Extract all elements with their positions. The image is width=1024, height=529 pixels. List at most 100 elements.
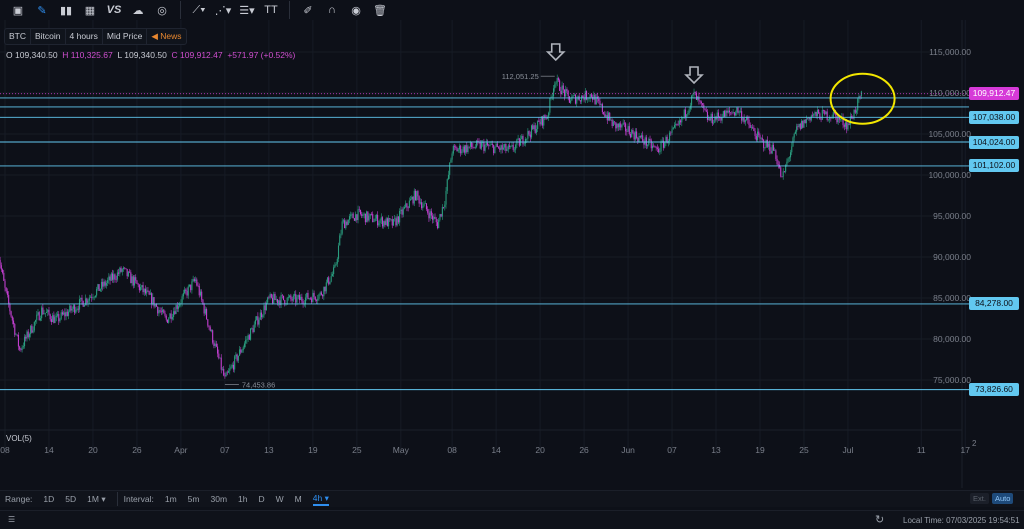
candle-body xyxy=(651,145,654,149)
eye-icon[interactable]: ◉ xyxy=(351,4,361,17)
candle-body xyxy=(769,143,771,152)
candle-body xyxy=(223,369,225,376)
candles-icon[interactable]: ▮▮ xyxy=(59,4,73,17)
interval-1h[interactable]: 1h xyxy=(238,494,248,504)
apps-icon[interactable]: ▦ xyxy=(84,4,96,17)
candle-body xyxy=(41,307,43,319)
candle-body xyxy=(473,147,475,149)
text-tool-icon[interactable]: TT xyxy=(264,4,278,16)
candle-body xyxy=(640,135,643,138)
interval-1m[interactable]: 1m xyxy=(164,494,177,504)
candle-body xyxy=(214,343,216,346)
candle-body xyxy=(313,292,315,297)
candle-body xyxy=(120,267,122,272)
auto-button[interactable]: Auto xyxy=(992,493,1014,504)
candle-body xyxy=(384,221,386,225)
interval-w[interactable]: W xyxy=(275,494,284,504)
candle-body xyxy=(261,312,263,318)
candle-body xyxy=(215,343,217,347)
price-type[interactable]: Mid Price xyxy=(103,29,148,44)
candle-body xyxy=(344,220,346,229)
candle-body xyxy=(386,218,388,227)
candle-body xyxy=(599,100,601,105)
candle-body xyxy=(726,110,728,113)
candle-body xyxy=(70,305,72,311)
candle-body xyxy=(529,134,531,138)
candle-body xyxy=(181,296,183,303)
price-chart[interactable]: 112,051.25 74,453.86 xyxy=(0,0,1024,490)
last-price-label: 109,912.47 xyxy=(969,86,1019,100)
divider xyxy=(180,1,181,19)
brush-icon[interactable]: ✐ xyxy=(303,4,313,17)
pencil-icon[interactable]: ✎ xyxy=(37,4,47,17)
candle-body xyxy=(716,112,718,120)
interval-30m[interactable]: 30m xyxy=(210,494,228,504)
candle-body xyxy=(490,144,492,145)
candle-body xyxy=(793,133,795,138)
level-price-label[interactable]: 84,278.00 xyxy=(969,297,1019,311)
magnet-icon[interactable]: ∩ xyxy=(328,4,336,16)
candle-body xyxy=(755,136,757,141)
interval-d[interactable]: D xyxy=(258,494,265,504)
date-tick-label: 08 xyxy=(0,445,10,455)
candle-body xyxy=(88,297,90,301)
refresh-icon[interactable]: ↻ xyxy=(875,514,885,526)
menu-icon[interactable]: ☰ xyxy=(8,515,16,524)
candle-body xyxy=(38,312,40,321)
candle-body xyxy=(208,325,210,328)
level-price-label[interactable]: 107,038.00 xyxy=(969,110,1019,124)
range-1d[interactable]: 1D xyxy=(43,494,55,504)
candle-body xyxy=(322,294,324,297)
candle-body xyxy=(761,138,763,140)
candle-body xyxy=(330,276,332,282)
candle-body xyxy=(756,131,759,141)
path-tool-icon[interactable]: ⋰▾ xyxy=(214,4,232,17)
candle-body xyxy=(417,191,419,197)
candle-body xyxy=(623,122,625,124)
interval-label[interactable]: 4 hours xyxy=(66,29,103,44)
trash-icon[interactable]: 🗑 xyxy=(373,4,387,17)
line-tool-icon[interactable]: ⟋▾ xyxy=(192,3,206,16)
candle-body xyxy=(807,118,809,120)
candle-body xyxy=(855,110,858,113)
candle-body xyxy=(678,120,680,125)
candle-body xyxy=(731,112,733,114)
range-5d[interactable]: 5D xyxy=(65,494,77,504)
candle-body xyxy=(228,370,230,373)
candle-body xyxy=(192,279,194,282)
candle-body xyxy=(758,131,760,136)
candle-body xyxy=(534,125,536,133)
range-interval-bar: Range: 1D 5D 1M ▾ Interval: 1m 5m 30m 1h… xyxy=(0,490,1024,507)
candle-body xyxy=(125,268,127,269)
interval-5m[interactable]: 5m xyxy=(187,494,200,504)
candle-body xyxy=(544,115,546,119)
date-tick-label: Apr xyxy=(174,445,188,455)
level-price-label[interactable]: 73,826.60 xyxy=(969,383,1019,397)
chart-icon[interactable]: ▣ xyxy=(12,4,24,17)
candle-body xyxy=(633,133,635,140)
interval-4h[interactable]: 4h ▾ xyxy=(312,493,329,506)
target-icon[interactable]: ◎ xyxy=(157,4,167,17)
candle-body xyxy=(287,297,289,298)
news-button[interactable]: ◀ News xyxy=(151,31,182,41)
interval-m[interactable]: M xyxy=(294,494,302,504)
candle-body xyxy=(847,123,849,130)
cloud-icon[interactable]: ☁ xyxy=(132,4,144,17)
candle-body xyxy=(408,200,410,208)
candle-body xyxy=(429,211,431,219)
candle-body xyxy=(842,116,844,126)
date-tick-label: Jun xyxy=(621,445,635,455)
fib-tool-icon[interactable]: ☰▾ xyxy=(239,4,255,17)
vs-icon[interactable]: VS xyxy=(106,4,122,16)
candle-body xyxy=(735,112,737,116)
candle-body xyxy=(390,219,392,220)
candle-body xyxy=(702,103,704,105)
level-price-label[interactable]: 101,102.00 xyxy=(969,159,1019,173)
candle-body xyxy=(772,144,774,151)
range-1m[interactable]: 1M ▾ xyxy=(87,493,106,504)
ext-button[interactable]: Ext. xyxy=(970,493,989,504)
level-price-label[interactable]: 104,024.00 xyxy=(969,135,1019,149)
candle-body xyxy=(488,145,490,147)
candle-body xyxy=(87,300,89,303)
candle-body xyxy=(631,129,633,138)
